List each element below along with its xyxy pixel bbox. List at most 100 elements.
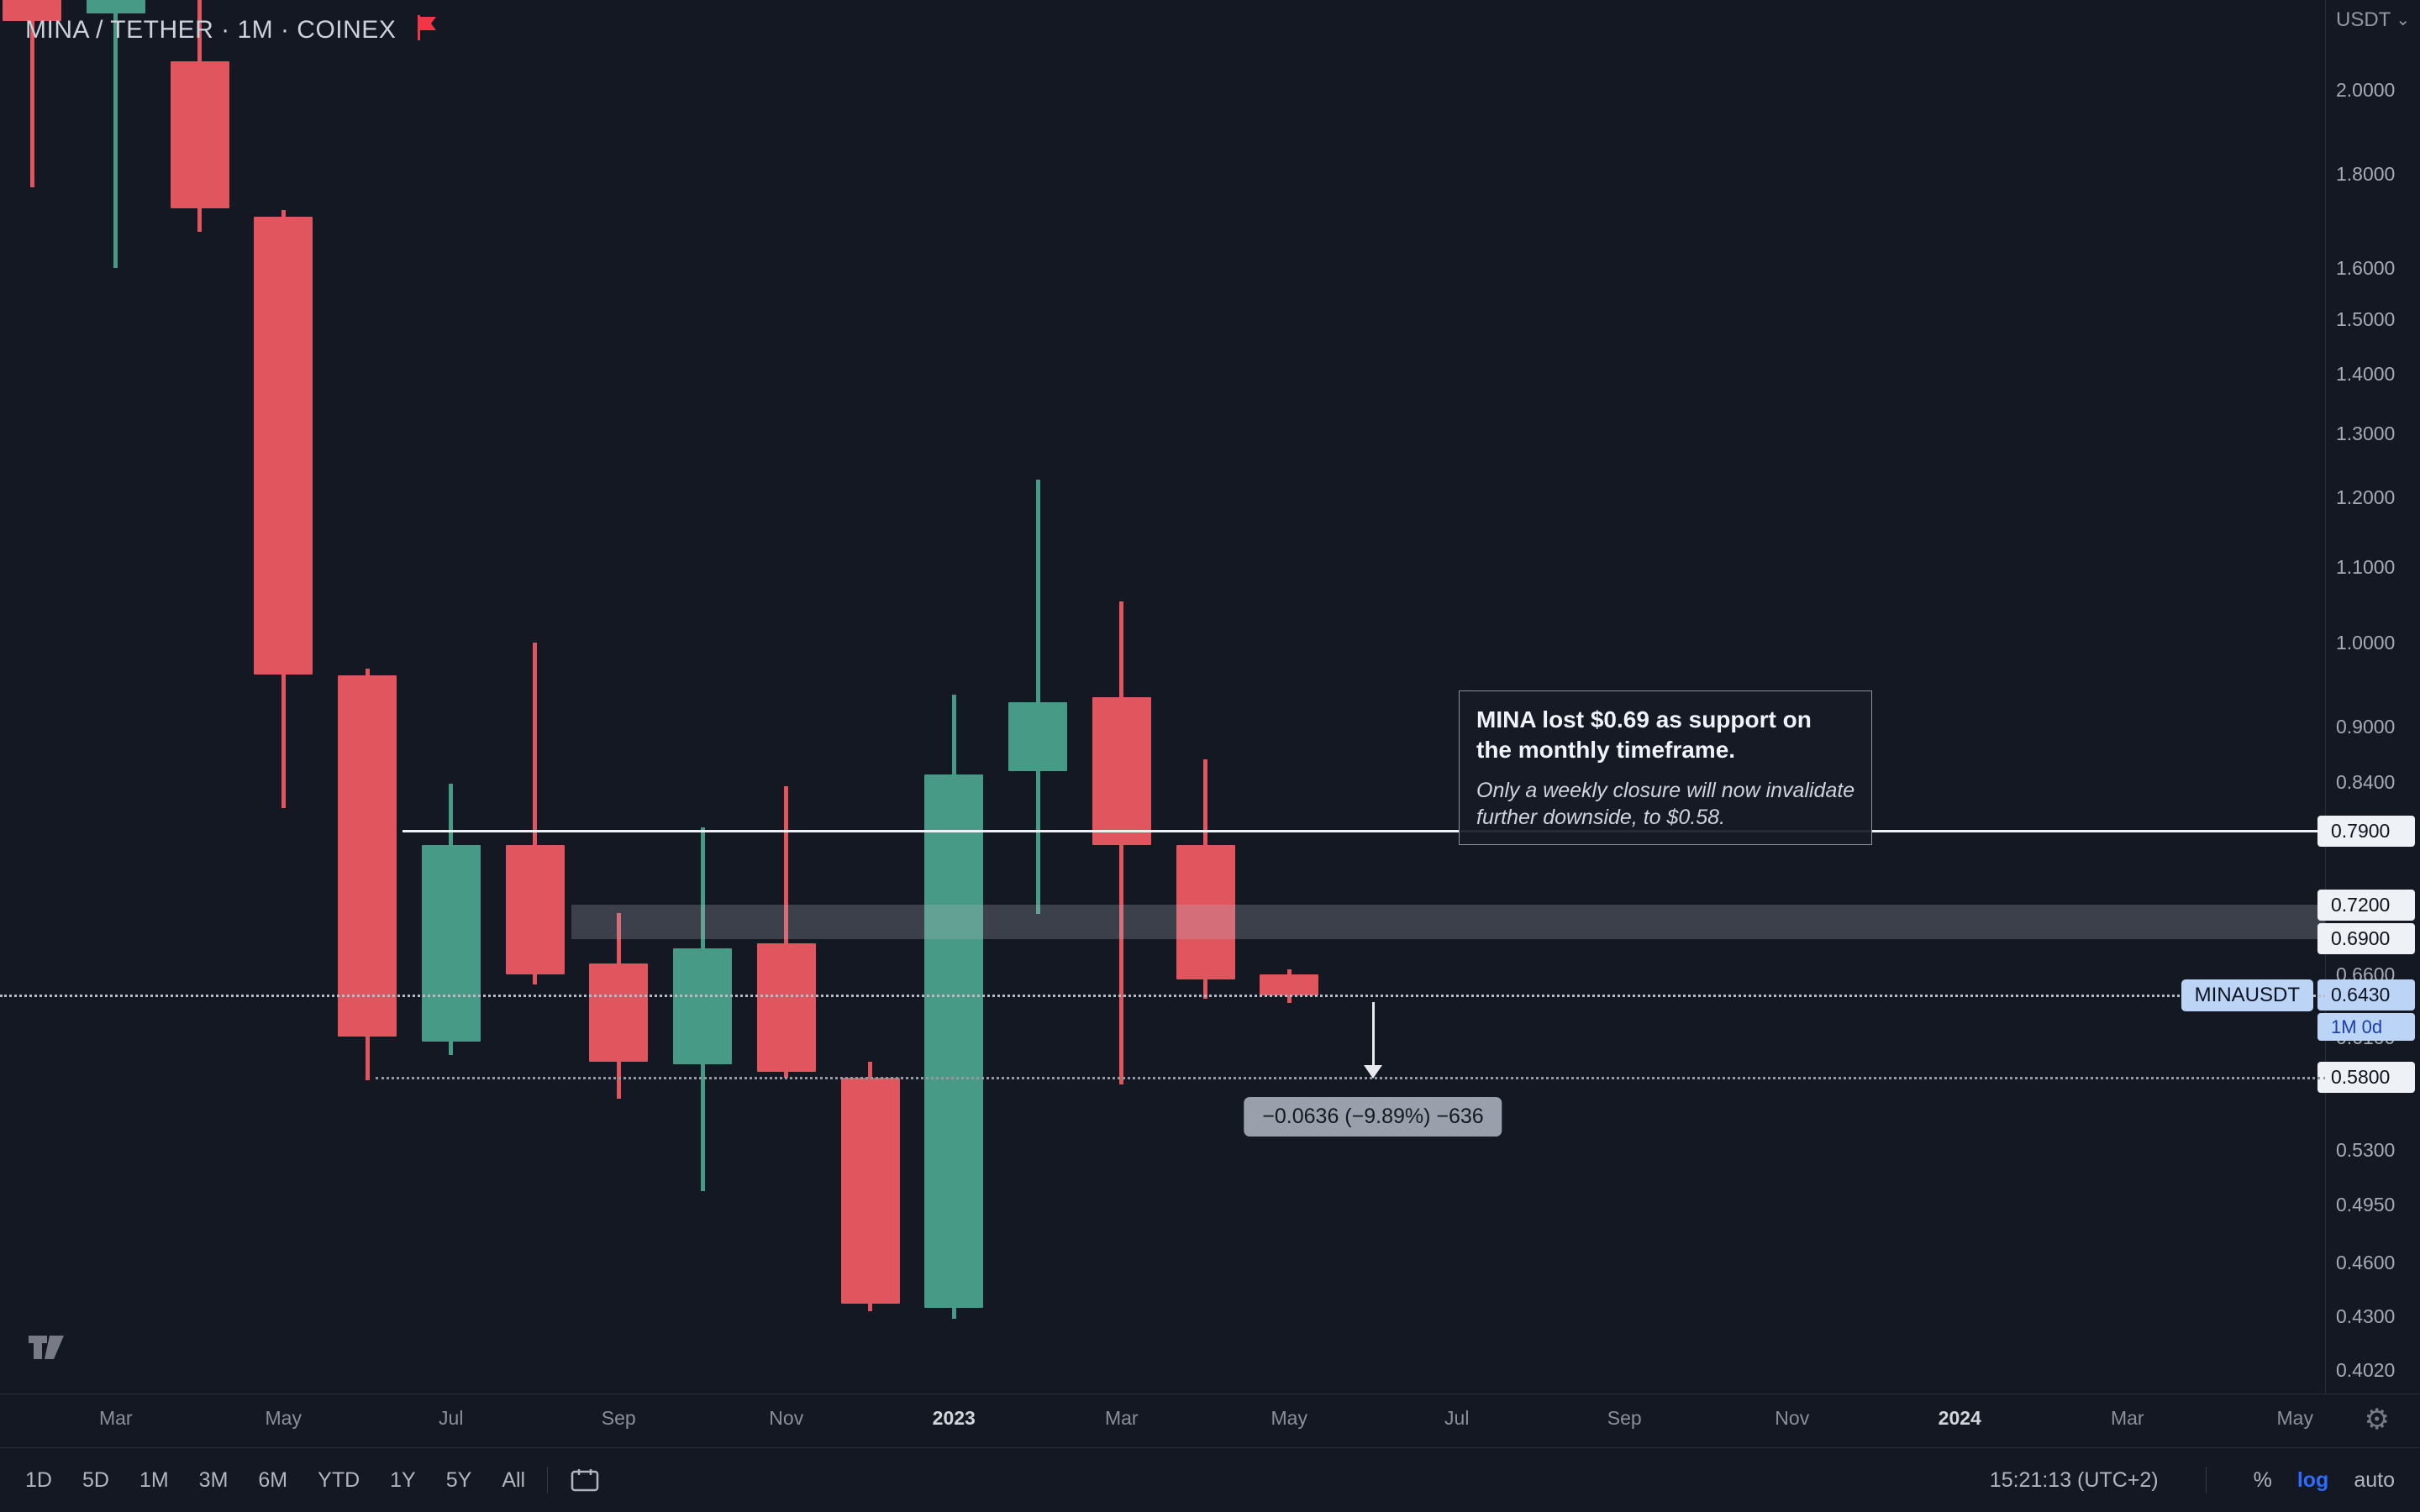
price-tick: 0.5300: [2336, 1138, 2396, 1161]
candle[interactable]: [756, 943, 816, 1073]
price-tick: 0.4600: [2336, 1252, 2396, 1274]
toolbar-right-group: 15:21:13 (UTC+2) % log auto: [1990, 1467, 2395, 1494]
price-tick: 0.4950: [2336, 1193, 2396, 1215]
time-axis-label: Sep: [1607, 1407, 1642, 1429]
symbol-price-tag: MINAUSDT: [2181, 979, 2313, 1011]
candle[interactable]: [1176, 845, 1235, 980]
candles-layer: [3, 0, 1319, 1319]
time-axis-label: Jul: [439, 1407, 464, 1429]
candle[interactable]: [1260, 974, 1319, 995]
log-scale-button[interactable]: log: [2296, 1467, 2329, 1492]
support-zone-band[interactable]: [571, 905, 2325, 939]
measure-tooltip: −0.0636 (−9.89%) −636: [1244, 1096, 1502, 1137]
price-tick: 1.8000: [2336, 162, 2396, 185]
range-button-5d[interactable]: 5D: [82, 1467, 109, 1492]
price-tick: 1.2000: [2336, 486, 2396, 508]
dotted-level-line[interactable]: [375, 1076, 2325, 1079]
price-tick: 1.5000: [2336, 307, 2396, 330]
annotation-title-line2: the monthly timeframe.: [1476, 736, 1736, 763]
range-button-6m[interactable]: 6M: [258, 1467, 288, 1492]
horizontal-level-line[interactable]: [402, 830, 2325, 833]
annotation-note[interactable]: MINA lost $0.69 as support on the monthl…: [1459, 690, 1873, 845]
candle[interactable]: [3, 0, 61, 21]
candle-wick: [29, 0, 34, 187]
time-axis-label: Nov: [1775, 1407, 1810, 1429]
candle[interactable]: [86, 0, 145, 13]
range-buttons: 1D 5D 1M 3M 6M YTD 1Y 5Y All: [25, 1468, 525, 1493]
range-button-all[interactable]: All: [502, 1467, 526, 1492]
candle[interactable]: [421, 845, 481, 1042]
price-tick: 0.4300: [2336, 1305, 2396, 1328]
candle[interactable]: [338, 675, 397, 1037]
time-axis-label: Jul: [1444, 1407, 1470, 1429]
measure-arrow-line: [1371, 1001, 1375, 1065]
level-price-label: 0.5800: [2317, 1062, 2415, 1094]
clock[interactable]: 15:21:13 (UTC+2): [1989, 1467, 2159, 1492]
price-tick: 0.8400: [2336, 770, 2396, 793]
price-tick: 1.4000: [2336, 363, 2396, 386]
candle[interactable]: [589, 963, 649, 1062]
annotation-spacer: [1476, 765, 1854, 777]
price-axis-ticks: 2.0000 1.8000 1.6000 1.5000 1.4000 1.3000 1.20…: [2326, 0, 2420, 1394]
auto-scale-button[interactable]: auto: [2354, 1467, 2395, 1492]
range-button-1y[interactable]: 1Y: [390, 1467, 416, 1492]
overlay-layer: [0, 830, 2325, 1079]
level-price-label: 0.7900: [2317, 815, 2415, 847]
toolbar-divider: [547, 1467, 549, 1494]
candle[interactable]: [1092, 697, 1151, 846]
bottom-toolbar: 1D 5D 1M 3M 6M YTD 1Y 5Y All 15:21:13 (UTC+2) % …: [0, 1447, 2420, 1512]
time-axis-label: May: [2276, 1407, 2313, 1429]
chart-canvas[interactable]: −0.0636 (−9.89%) −636 MINA lost $0.69 as…: [0, 0, 2326, 1394]
range-button-3m[interactable]: 3M: [198, 1467, 229, 1492]
candle[interactable]: [673, 948, 732, 1064]
time-axis-label: Mar: [98, 1407, 133, 1429]
currency-selector[interactable]: USDT ⌄: [2336, 8, 2410, 32]
candle-wick: [1035, 480, 1040, 915]
time-axis-label: May: [1270, 1407, 1307, 1429]
price-tick: 0.9000: [2336, 716, 2396, 738]
price-tick: 1.1000: [2336, 555, 2396, 578]
time-axis[interactable]: Mar May Jul Sep Nov 2023 Mar May Jul Sep Nov 2024 Ma…: [0, 1394, 2420, 1447]
candle[interactable]: [505, 845, 565, 975]
currency-label: USDT: [2336, 8, 2391, 31]
time-axis-label: 2024: [1938, 1407, 1981, 1429]
candle-wick: [533, 643, 537, 984]
time-axis-label: 2023: [932, 1407, 976, 1429]
candle[interactable]: [170, 60, 229, 209]
percent-scale-button[interactable]: %: [2253, 1467, 2272, 1492]
go-to-date-icon[interactable]: [570, 1467, 600, 1494]
candle[interactable]: [840, 1077, 900, 1305]
annotation-body-line2: further downside, to $0.58.: [1476, 805, 1726, 829]
price-tick: 1.3000: [2336, 422, 2396, 444]
price-axis[interactable]: USDT ⌄ 2.0000 1.8000 1.6000 1.5000 1.4000 1.3…: [2317, 0, 2420, 1394]
annotation-body-line1: Only a weekly closure will now invalidat…: [1476, 778, 1855, 802]
range-button-ytd[interactable]: YTD: [318, 1467, 360, 1492]
price-axis-levels: 0.7900 0.7200 0.6900 0.5800: [2317, 0, 2420, 1394]
flag-icon[interactable]: [414, 13, 439, 46]
candle[interactable]: [1008, 701, 1067, 771]
measure-arrow-head: [1364, 1064, 1382, 1079]
toolbar-divider-2: [2205, 1467, 2207, 1494]
settings-gear-icon[interactable]: ⚙: [2364, 1403, 2390, 1436]
annotation-title-line1: MINA lost $0.69 as support on: [1476, 706, 1812, 732]
tradingview-logo[interactable]: [24, 1329, 71, 1370]
price-tick: 0.4020: [2336, 1359, 2396, 1382]
level-price-label: 0.7200: [2317, 889, 2415, 921]
time-axis-label: May: [265, 1407, 302, 1429]
range-button-5y[interactable]: 5Y: [445, 1467, 472, 1492]
range-button-1m[interactable]: 1M: [139, 1467, 169, 1492]
current-price-label: 0.6430: [2317, 979, 2415, 1011]
candle[interactable]: [924, 774, 984, 1309]
candle-wick: [113, 0, 118, 268]
level-price-label: 0.6900: [2317, 923, 2415, 955]
dotted-level-line[interactable]: [0, 994, 2325, 997]
symbol-header[interactable]: MINA / TETHER · 1M · COINEX: [25, 13, 439, 46]
price-tick: 1.0000: [2336, 632, 2396, 654]
price-tick: 2.0000: [2336, 78, 2396, 101]
symbol-title: MINA / TETHER · 1M · COINEX: [25, 15, 397, 44]
candle[interactable]: [254, 216, 313, 675]
range-button-1d[interactable]: 1D: [25, 1467, 52, 1492]
bar-countdown-label: 1M 0d: [2317, 1012, 2415, 1041]
time-axis-label: Mar: [2110, 1407, 2144, 1429]
